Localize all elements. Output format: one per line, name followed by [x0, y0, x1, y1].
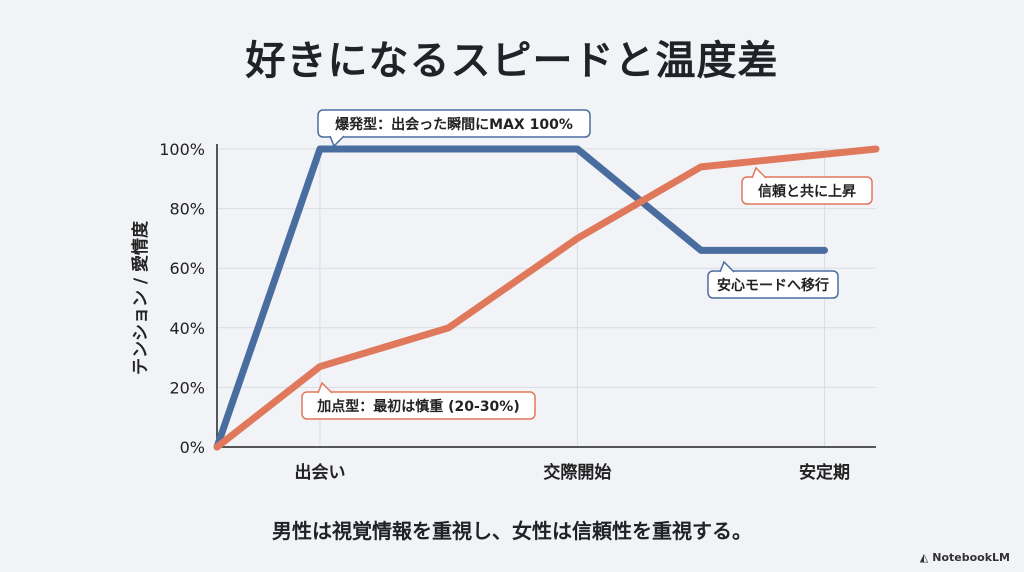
- y-axis-label: テンション / 愛情度: [130, 220, 151, 375]
- annotation-box: [301, 391, 536, 420]
- page-title: 好きになるスピードと温度差: [245, 38, 779, 84]
- annotation-pointer: [329, 135, 345, 148]
- notebooklm-logo: ◭ NotebookLM: [920, 551, 1010, 564]
- y-tick-label: 60%: [169, 259, 205, 278]
- annotation-text: 安心モードへ移行: [717, 277, 829, 294]
- logo-text: NotebookLM: [932, 551, 1010, 564]
- series-line-1: [213, 145, 880, 451]
- annotation-box: [317, 109, 591, 138]
- y-tick-label: 20%: [169, 378, 205, 397]
- annotation-text: 信頼と共に上昇: [758, 183, 856, 200]
- y-tick-label: 100%: [159, 140, 205, 159]
- annotation-box: [741, 176, 873, 205]
- annotation-pointer: [751, 166, 767, 179]
- caption: 男性は視覚情報を重視し、女性は信頼性を重視する。: [272, 519, 752, 543]
- x-tick-label: 交際開始: [543, 462, 611, 483]
- x-tick-label: 安定期: [799, 462, 850, 483]
- y-tick-label: 40%: [169, 319, 205, 338]
- annotation-pointer: [719, 260, 735, 273]
- annotation-box: [707, 270, 839, 299]
- series-line-0: [213, 145, 829, 451]
- annotation-pointer: [317, 381, 333, 394]
- annotation-text: 加点型：最初は慎重 (20-30%): [316, 398, 519, 415]
- annotation-text: 爆発型：出会った瞬間にMAX 100%: [335, 116, 573, 133]
- y-tick-label: 0%: [180, 438, 205, 457]
- y-tick-label: 80%: [169, 200, 205, 219]
- logo-icon: ◭: [919, 551, 929, 564]
- x-tick-label: 出会い: [294, 462, 345, 483]
